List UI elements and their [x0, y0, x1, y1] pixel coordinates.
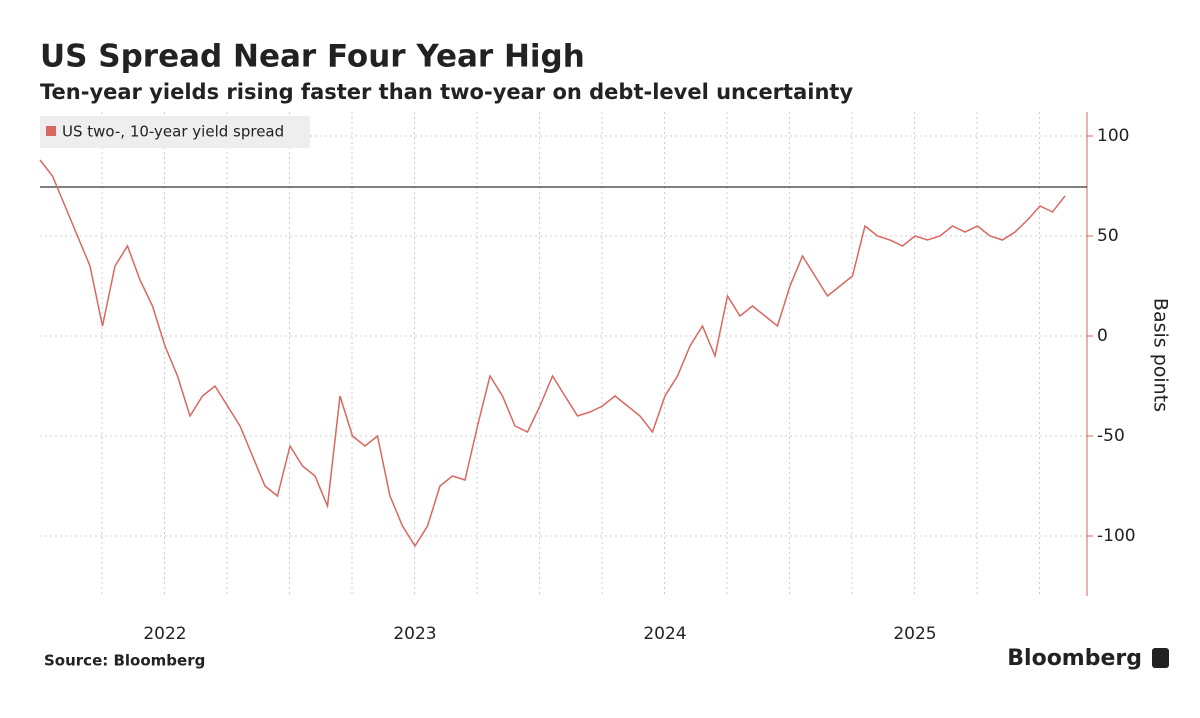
chart-subtitle: Ten-year yields rising faster than two-y… — [40, 80, 853, 104]
chart-title: US Spread Near Four Year High — [40, 39, 585, 75]
y-tick-label: -50 — [1097, 426, 1125, 446]
legend-swatch — [46, 126, 56, 136]
y-tick-label: 100 — [1097, 126, 1129, 146]
x-tick-label: 2025 — [893, 624, 936, 644]
x-tick-label: 2024 — [643, 624, 686, 644]
logo-icon — [1152, 648, 1169, 668]
y-tick-label: -100 — [1097, 526, 1136, 546]
y-tick-label: 0 — [1097, 326, 1108, 346]
x-tick-label: 2023 — [393, 624, 436, 644]
logo: Bloomberg — [1007, 646, 1142, 671]
data-line — [39, 159, 1066, 548]
x-tick-label: 2022 — [143, 624, 186, 644]
y-axis-label: Basis points — [1150, 298, 1172, 412]
source: Source: Bloomberg — [44, 652, 205, 670]
y-tick-label: 50 — [1097, 226, 1119, 246]
legend-box — [40, 116, 310, 148]
legend-label: US two-, 10-year yield spread — [62, 123, 284, 141]
